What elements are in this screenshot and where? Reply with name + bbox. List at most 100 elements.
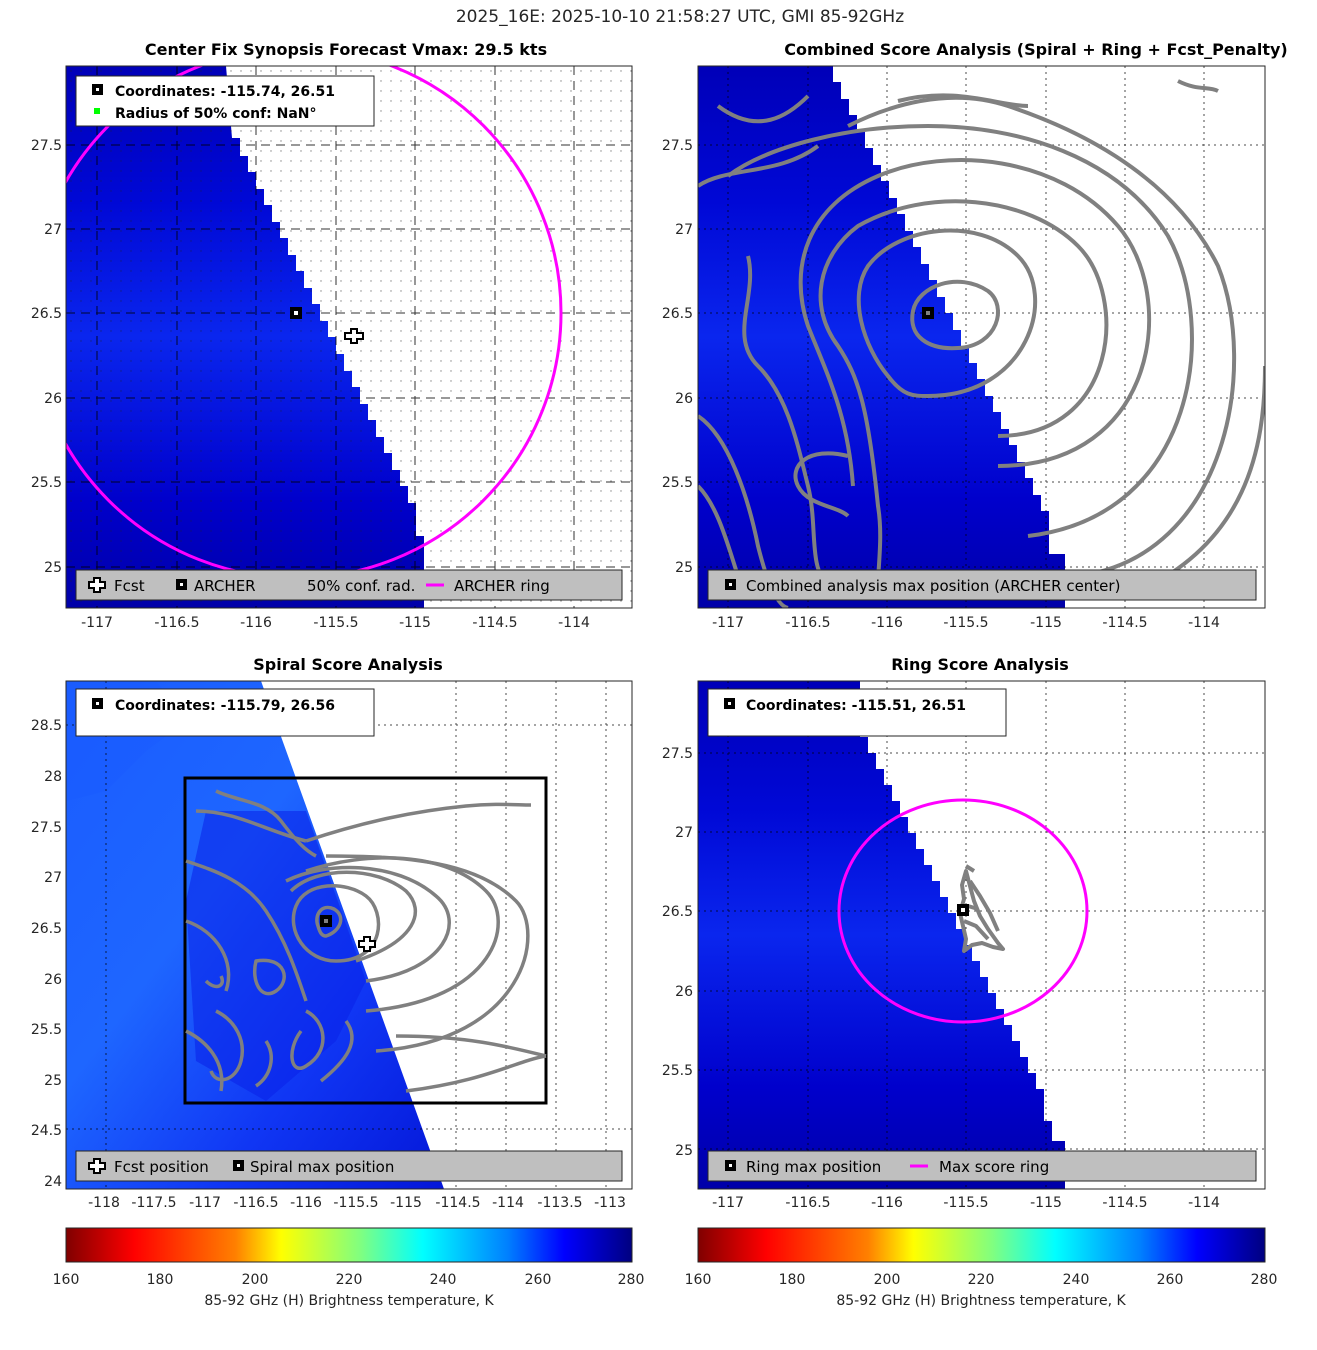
svg-text:27.5: 27.5	[662, 138, 693, 154]
synopsis-coordinates: Coordinates: -115.74, 26.51	[115, 84, 335, 100]
legend-spiral-max: Spiral max position	[250, 1158, 394, 1176]
svg-text:25: 25	[44, 1073, 62, 1089]
combined-x-ticks: -117 -116.5 -116 -115.5 -115 -114.5 -114	[712, 615, 1220, 631]
spiral-x-ticks: -118 -117.5 -117 -116.5 -116 -115.5 -115…	[88, 1195, 626, 1211]
svg-text:-116: -116	[290, 1195, 322, 1211]
svg-text:-114: -114	[558, 615, 590, 631]
ir-swath	[698, 66, 1065, 608]
synopsis-x-ticks: -117 -116.5 -116 -115.5 -115 -114.5 -114	[81, 615, 590, 631]
max-score-ring	[837, 798, 1089, 1024]
colorbar-left: 160 180 200 220 240 260 280 85-92 GHz (H…	[53, 1227, 645, 1309]
svg-text:25.5: 25.5	[31, 1022, 62, 1038]
svg-text:240: 240	[1063, 1272, 1090, 1288]
synopsis-title: Center Fix Synopsis Forecast Vmax: 29.5 …	[145, 40, 547, 59]
svg-text:26.5: 26.5	[662, 306, 693, 322]
panel-combined: Combined Score Analysis (Spiral + Ring +…	[662, 40, 1288, 631]
svg-text:27: 27	[675, 222, 693, 238]
legend-archer: ARCHER	[194, 577, 256, 595]
svg-text:27: 27	[675, 825, 693, 841]
panel-synopsis: Center Fix Synopsis Forecast Vmax: 29.5 …	[31, 40, 633, 631]
svg-text:-114: -114	[1188, 615, 1220, 631]
svg-text:24: 24	[44, 1174, 62, 1190]
panel-spiral: Spiral Score Analysis	[31, 655, 633, 1211]
svg-text:200: 200	[874, 1272, 901, 1288]
colorbar-right: 160 180 200 220 240 260 280 85-92 GHz (H…	[685, 1227, 1277, 1309]
svg-text:-116.5: -116.5	[785, 1195, 830, 1211]
svg-text:-117.5: -117.5	[131, 1195, 176, 1211]
legend-fcst: Fcst	[114, 577, 145, 595]
svg-text:-116: -116	[240, 615, 272, 631]
synopsis-info-box: Coordinates: -115.74, 26.51 Radius of 50…	[75, 75, 375, 127]
synopsis-plot	[66, 66, 632, 608]
legend-ring-max: Ring max position	[746, 1158, 881, 1176]
legend-fcst-position: Fcst position	[114, 1158, 209, 1176]
spiral-contours	[185, 789, 547, 1093]
svg-text:24.5: 24.5	[31, 1123, 62, 1139]
svg-text:26.5: 26.5	[31, 306, 62, 322]
svg-text:25.5: 25.5	[31, 475, 62, 491]
svg-text:220: 220	[968, 1272, 995, 1288]
svg-text:200: 200	[242, 1272, 269, 1288]
svg-text:180: 180	[147, 1272, 174, 1288]
svg-text:-115: -115	[399, 615, 431, 631]
svg-text:280: 280	[618, 1272, 645, 1288]
ir-swath	[698, 681, 1065, 1189]
svg-text:-114.5: -114.5	[435, 1195, 480, 1211]
svg-text:27.5: 27.5	[31, 820, 62, 836]
spiral-fcst-marker	[358, 936, 376, 952]
svg-text:26: 26	[675, 984, 693, 1000]
ring-info-box: Coordinates: -115.51, 26.51	[707, 688, 1007, 737]
svg-text:25.5: 25.5	[662, 1063, 693, 1079]
svg-text:240: 240	[430, 1272, 457, 1288]
ring-legend: Ring max position Max score ring	[707, 1150, 1257, 1182]
panel-ring: Ring Score Analysis Coordinates: -	[662, 655, 1266, 1211]
svg-text:26.5: 26.5	[31, 921, 62, 937]
legend-conf-rad: 50% conf. rad.	[307, 577, 415, 595]
svg-text:-116.5: -116.5	[785, 615, 830, 631]
svg-text:-115.5: -115.5	[333, 1195, 378, 1211]
synopsis-conf-radius: Radius of 50% conf: NaN°	[115, 106, 317, 122]
svg-text:260: 260	[1157, 1272, 1184, 1288]
spiral-legend: Fcst position Spiral max position	[75, 1150, 623, 1182]
svg-text:-116.5: -116.5	[233, 1195, 278, 1211]
svg-text:-115.5: -115.5	[313, 615, 358, 631]
combined-y-ticks: 27.5 27 26.5 26 25.5 25	[662, 138, 693, 576]
svg-text:-114: -114	[492, 1195, 524, 1211]
svg-text:26: 26	[44, 972, 62, 988]
colorbar-label: 85-92 GHz (H) Brightness temperature, K	[836, 1293, 1126, 1309]
svg-text:260: 260	[525, 1272, 552, 1288]
ring-plot	[698, 681, 1265, 1189]
svg-text:-117: -117	[712, 615, 744, 631]
svg-text:180: 180	[779, 1272, 806, 1288]
svg-text:220: 220	[336, 1272, 363, 1288]
svg-text:-116: -116	[871, 615, 903, 631]
figure-title: 2025_16E: 2025-10-10 21:58:27 UTC, GMI 8…	[456, 7, 904, 27]
svg-text:28.5: 28.5	[31, 718, 62, 734]
svg-text:25: 25	[44, 560, 62, 576]
ring-x-ticks: -117 -116.5 -116 -115.5 -115 -114.5 -114	[712, 1195, 1220, 1211]
svg-text:-115: -115	[390, 1195, 422, 1211]
svg-text:-114.5: -114.5	[1102, 1195, 1147, 1211]
spiral-coordinates: Coordinates: -115.79, 26.56	[115, 698, 335, 714]
svg-text:27: 27	[44, 870, 62, 886]
combined-legend: Combined analysis max position (ARCHER c…	[707, 569, 1257, 601]
legend-combined-max: Combined analysis max position (ARCHER c…	[746, 577, 1120, 595]
spiral-plot	[66, 681, 632, 1189]
spiral-info-box: Coordinates: -115.79, 26.56	[75, 688, 375, 737]
svg-text:-115.5: -115.5	[943, 1195, 988, 1211]
svg-text:-114.5: -114.5	[1102, 615, 1147, 631]
svg-text:-117: -117	[712, 1195, 744, 1211]
legend-archer-ring: ARCHER ring	[454, 577, 550, 595]
ring-coordinates: Coordinates: -115.51, 26.51	[746, 698, 966, 714]
svg-text:-118: -118	[88, 1195, 120, 1211]
svg-text:25.5: 25.5	[662, 475, 693, 491]
svg-text:-114: -114	[1188, 1195, 1220, 1211]
combined-plot	[698, 66, 1265, 608]
spiral-y-ticks: 28.5 28 27.5 27 26.5 26 25.5 25 24.5 24	[31, 718, 62, 1190]
spiral-search-box	[183, 776, 548, 1105]
svg-text:25: 25	[675, 1143, 693, 1159]
svg-text:-114.5: -114.5	[472, 615, 517, 631]
svg-text:160: 160	[53, 1272, 80, 1288]
ring-title: Ring Score Analysis	[891, 655, 1069, 674]
